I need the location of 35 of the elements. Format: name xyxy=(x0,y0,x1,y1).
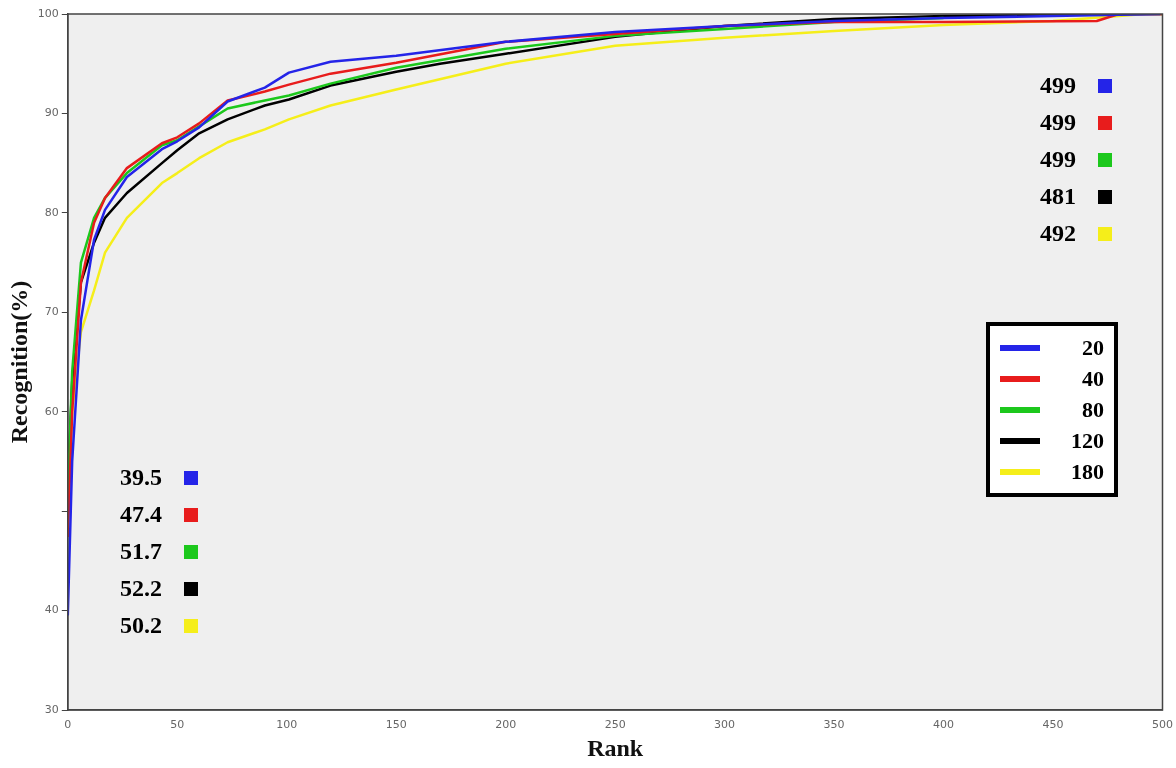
x-tick-label: 400 xyxy=(933,718,955,732)
legend-label: 180 xyxy=(1070,458,1104,485)
annotation: 499 xyxy=(1040,109,1076,136)
annotation: 50.2 xyxy=(120,612,162,639)
y-tick-label: 40 xyxy=(44,603,59,617)
y-tick-label: 90 xyxy=(44,106,59,120)
annotation: 499 xyxy=(1040,72,1076,99)
annotation: 492 xyxy=(1040,220,1076,247)
x-tick-label: 450 xyxy=(1042,718,1064,732)
annotation: 39.5 xyxy=(120,464,162,491)
x-tick-label: 50 xyxy=(170,718,185,732)
legend-label: 120 xyxy=(1070,427,1104,454)
x-tick-label: 250 xyxy=(604,718,626,732)
x-tick-label: 0 xyxy=(64,718,72,732)
y-tick-label: 60 xyxy=(44,404,59,418)
y-tick-label: 30 xyxy=(44,702,59,716)
legend-label: 80 xyxy=(1081,396,1104,423)
x-tick-label: 100 xyxy=(276,718,298,732)
annotation: 52.2 xyxy=(120,575,162,602)
annotation: 51.7 xyxy=(120,538,162,565)
x-tick-label: 200 xyxy=(495,718,517,732)
y-tick-label: 100 xyxy=(37,6,59,20)
y-tick-label: 70 xyxy=(44,305,59,319)
x-axis-title: Rank xyxy=(587,734,644,761)
y-axis-title: Recognition(%) xyxy=(5,280,32,444)
x-tick-label: 300 xyxy=(714,718,736,732)
legend-label: 20 xyxy=(1081,334,1104,361)
legend-label: 40 xyxy=(1081,365,1104,392)
x-tick-label: 350 xyxy=(823,718,845,732)
annotation: 47.4 xyxy=(120,501,162,528)
x-tick-label: 500 xyxy=(1152,718,1173,732)
y-tick-label: 80 xyxy=(44,205,59,219)
annotation: 481 xyxy=(1040,183,1076,210)
x-tick-label: 150 xyxy=(385,718,407,732)
annotation: 499 xyxy=(1040,146,1076,173)
